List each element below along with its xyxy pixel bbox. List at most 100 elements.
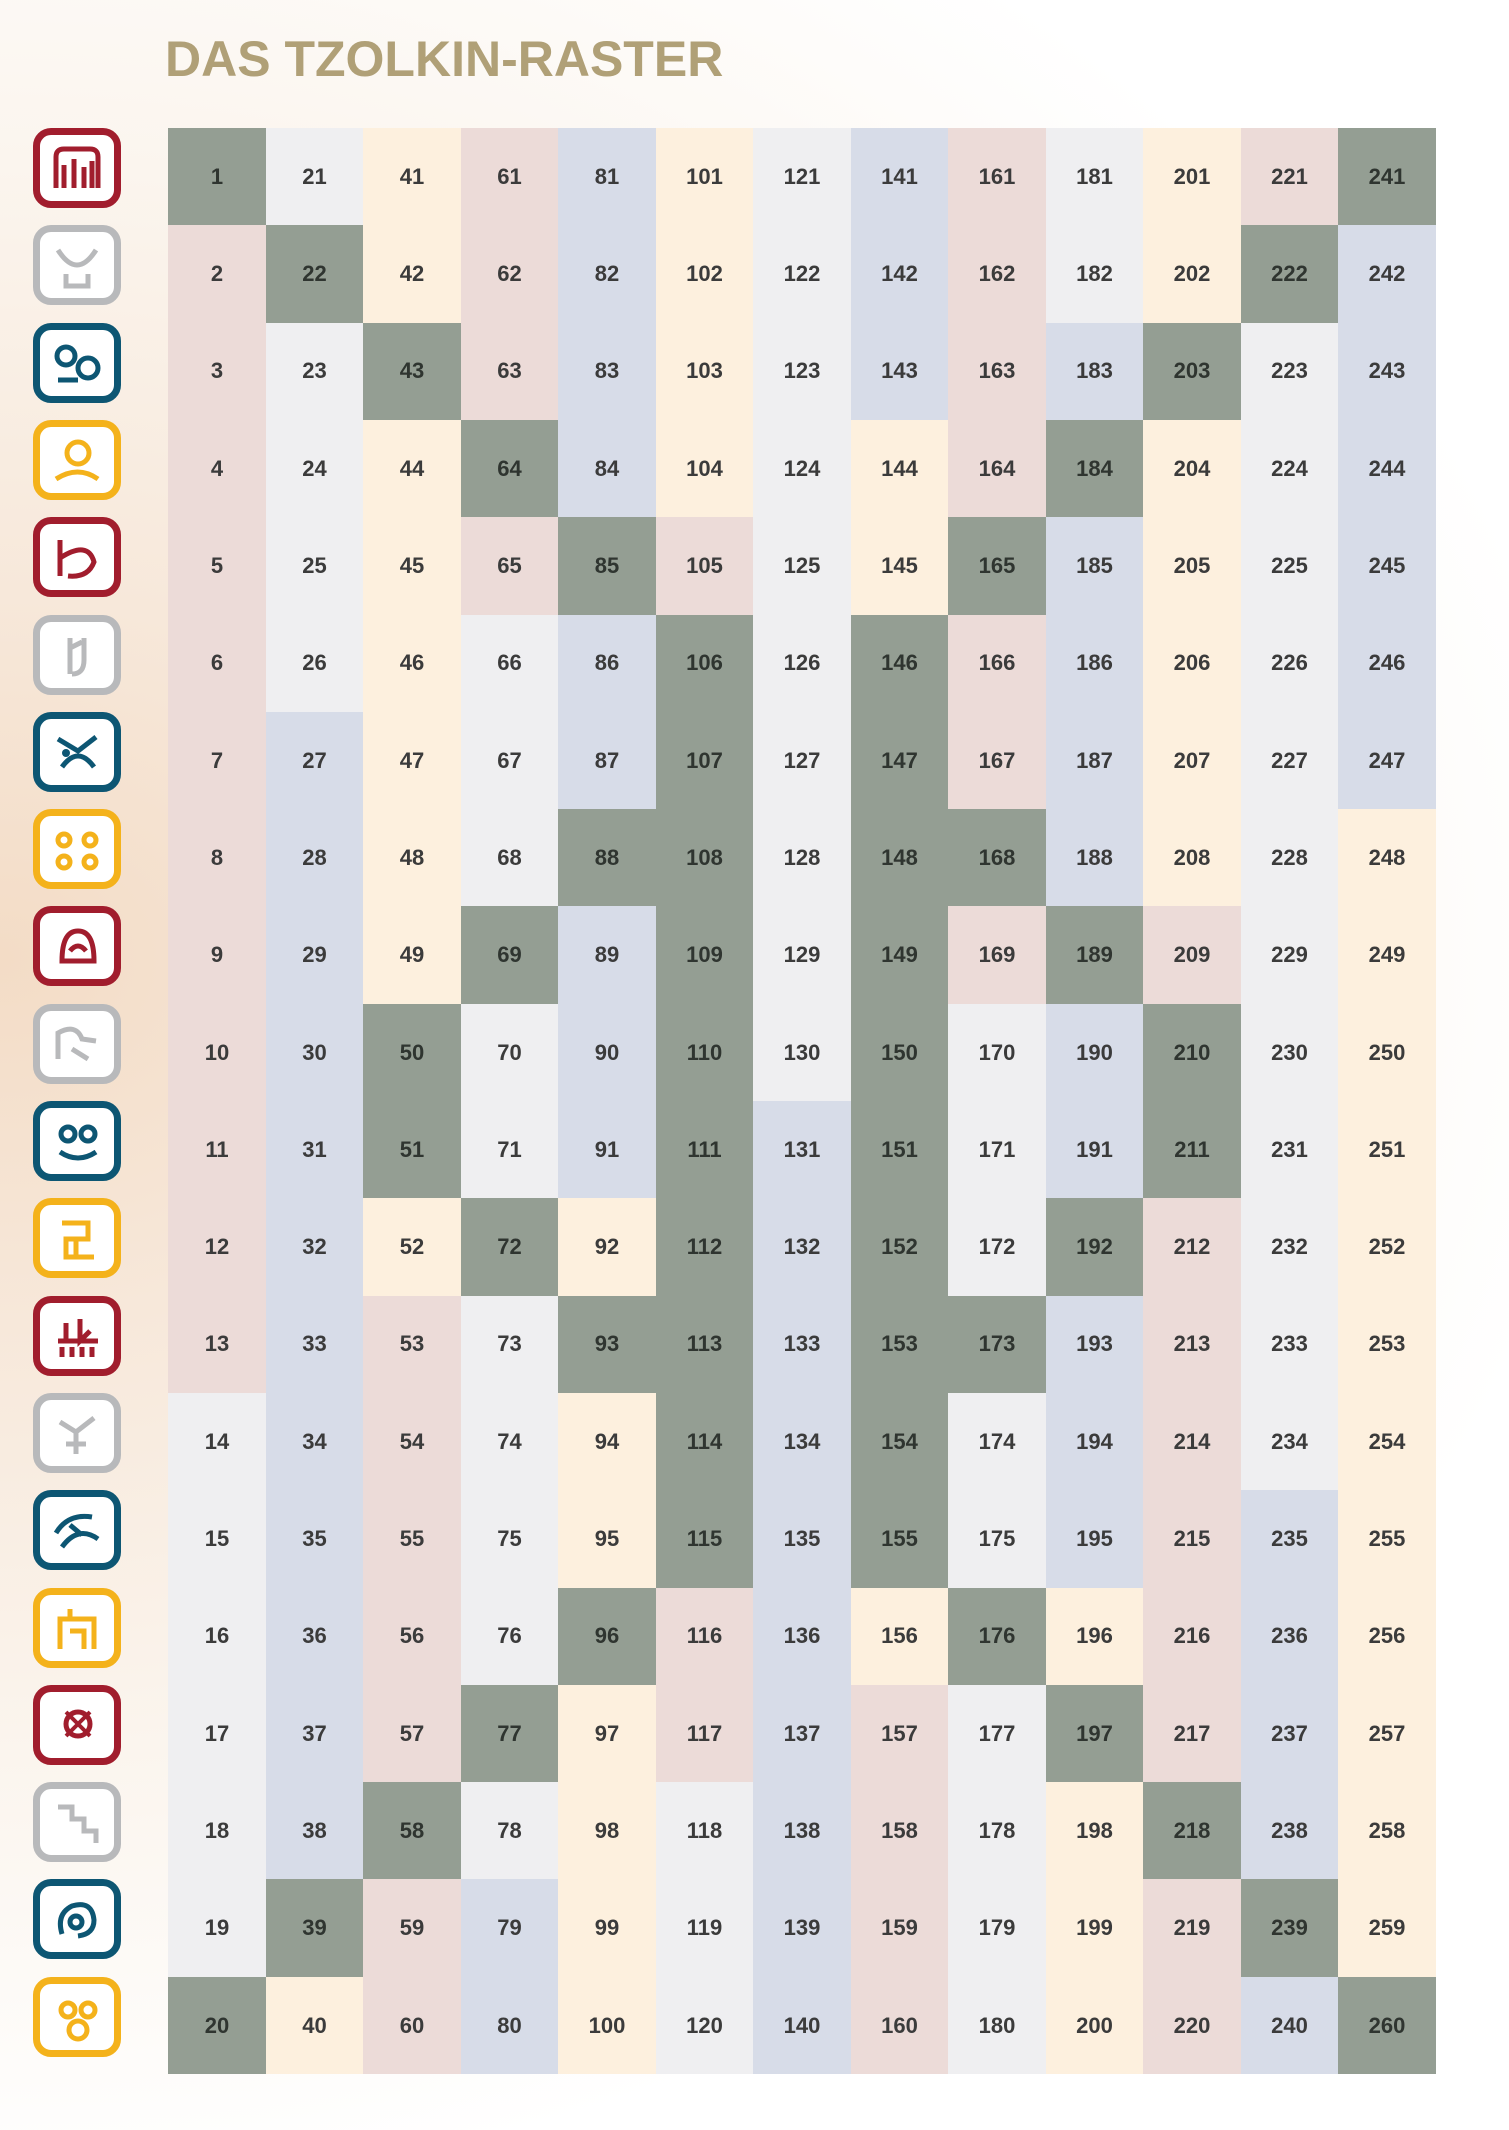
kin-cell-217: 217 — [1143, 1684, 1241, 1783]
kin-cell-94: 94 — [558, 1392, 656, 1491]
kin-cell-96: 96 — [558, 1587, 656, 1686]
kin-cell-23: 23 — [265, 322, 364, 421]
kin-cell-54: 54 — [363, 1392, 461, 1491]
kin-cell-170: 170 — [948, 1003, 1046, 1102]
kin-cell-125: 125 — [753, 517, 851, 615]
kin-cell-167: 167 — [948, 711, 1046, 810]
kin-cell-186: 186 — [1045, 614, 1144, 713]
kin-cell-12: 12 — [168, 1198, 266, 1297]
kin-cell-189: 189 — [1045, 906, 1144, 1005]
kin-cell-255: 255 — [1338, 1490, 1436, 1588]
kin-cell-180: 180 — [948, 1976, 1046, 2075]
kin-cell-152: 152 — [850, 1198, 949, 1297]
kin-cell-151: 151 — [850, 1101, 949, 1199]
kin-cell-37: 37 — [265, 1684, 364, 1783]
kin-cell-179: 179 — [948, 1879, 1046, 1978]
kin-cell-236: 236 — [1240, 1587, 1339, 1686]
kin-cell-213: 213 — [1143, 1295, 1241, 1394]
kin-cell-252: 252 — [1338, 1198, 1436, 1297]
kin-cell-80: 80 — [460, 1976, 559, 2075]
kin-cell-49: 49 — [363, 906, 461, 1005]
kin-cell-71: 71 — [460, 1101, 559, 1199]
kin-cell-244: 244 — [1338, 419, 1436, 518]
page-title: DAS TZOLKIN-RASTER — [165, 31, 724, 87]
kin-cell-222: 222 — [1240, 225, 1339, 324]
kin-cell-124: 124 — [753, 419, 851, 518]
kin-cell-60: 60 — [363, 1976, 461, 2075]
kin-cell-33: 33 — [265, 1295, 364, 1394]
kin-cell-246: 246 — [1338, 614, 1436, 713]
blue-night-glyph-icon — [33, 322, 121, 403]
white-wizard-glyph-icon — [33, 1392, 121, 1473]
kin-cell-216: 216 — [1143, 1587, 1241, 1686]
kin-cell-163: 163 — [948, 322, 1046, 421]
kin-cell-56: 56 — [363, 1587, 461, 1686]
kin-cell-148: 148 — [850, 809, 949, 907]
white-mirror-glyph-icon — [33, 1782, 121, 1863]
kin-cell-65: 65 — [460, 517, 559, 615]
kin-cell-230: 230 — [1240, 1003, 1339, 1102]
kin-cell-176: 176 — [948, 1587, 1046, 1686]
kin-cell-76: 76 — [460, 1587, 559, 1686]
kin-cell-88: 88 — [558, 809, 656, 907]
kin-cell-147: 147 — [850, 711, 949, 810]
tzolkin-grid: 1 2 3 4 5 6 7 8 9 10 11 12 13 14 15 16 17 18 19 20 21 22 23 24 2… — [168, 128, 1436, 2075]
kin-cell-234: 234 — [1240, 1392, 1339, 1491]
kin-cell-204: 204 — [1143, 419, 1241, 518]
kin-cell-132: 132 — [753, 1198, 851, 1297]
kin-cell-50: 50 — [363, 1003, 461, 1102]
kin-cell-145: 145 — [850, 517, 949, 615]
kin-cell-107: 107 — [655, 711, 754, 810]
kin-cell-127: 127 — [753, 711, 851, 810]
kin-cell-192: 192 — [1045, 1198, 1144, 1297]
kin-cell-117: 117 — [655, 1684, 754, 1783]
kin-cell-116: 116 — [655, 1587, 754, 1686]
kin-cell-91: 91 — [558, 1101, 656, 1199]
kin-cell-75: 75 — [460, 1490, 559, 1588]
kin-cell-77: 77 — [460, 1684, 559, 1783]
kin-cell-209: 209 — [1143, 906, 1241, 1005]
kin-cell-114: 114 — [655, 1392, 754, 1491]
kin-cell-8: 8 — [168, 809, 266, 907]
kin-cell-211: 211 — [1143, 1101, 1241, 1199]
kin-cell-109: 109 — [655, 906, 754, 1005]
kin-cell-199: 199 — [1045, 1879, 1144, 1978]
kin-cell-185: 185 — [1045, 517, 1144, 615]
kin-cell-238: 238 — [1240, 1782, 1339, 1880]
kin-cell-250: 250 — [1338, 1003, 1436, 1102]
kin-cell-171: 171 — [948, 1101, 1046, 1199]
blue-storm-glyph-icon — [33, 1879, 121, 1960]
kin-cell-48: 48 — [363, 809, 461, 907]
kin-cell-9: 9 — [168, 906, 266, 1005]
kin-cell-70: 70 — [460, 1003, 559, 1102]
kin-cell-78: 78 — [460, 1782, 559, 1880]
kin-cell-221: 221 — [1240, 128, 1339, 226]
kin-cell-174: 174 — [948, 1392, 1046, 1491]
kin-cell-73: 73 — [460, 1295, 559, 1394]
kin-cell-131: 131 — [753, 1101, 851, 1199]
kin-cell-62: 62 — [460, 225, 559, 324]
kin-cell-259: 259 — [1338, 1879, 1436, 1978]
kin-cell-243: 243 — [1338, 322, 1436, 421]
kin-cell-112: 112 — [655, 1198, 754, 1297]
kin-cell-18: 18 — [168, 1782, 266, 1880]
kin-cell-253: 253 — [1338, 1295, 1436, 1394]
kin-cell-183: 183 — [1045, 322, 1144, 421]
kin-cell-105: 105 — [655, 517, 754, 615]
kin-cell-66: 66 — [460, 614, 559, 713]
kin-cell-92: 92 — [558, 1198, 656, 1297]
kin-cell-195: 195 — [1045, 1490, 1144, 1588]
kin-cell-41: 41 — [363, 128, 461, 226]
kin-cell-42: 42 — [363, 225, 461, 324]
kin-cell-31: 31 — [265, 1101, 364, 1199]
kin-cell-106: 106 — [655, 614, 754, 713]
kin-cell-22: 22 — [265, 225, 364, 324]
kin-cell-97: 97 — [558, 1684, 656, 1783]
kin-cell-134: 134 — [753, 1392, 851, 1491]
kin-cell-35: 35 — [265, 1490, 364, 1588]
kin-cell-241: 241 — [1338, 128, 1436, 226]
kin-cell-161: 161 — [948, 128, 1046, 226]
kin-cell-260: 260 — [1338, 1976, 1436, 2075]
kin-cell-254: 254 — [1338, 1392, 1436, 1491]
kin-cell-128: 128 — [753, 809, 851, 907]
